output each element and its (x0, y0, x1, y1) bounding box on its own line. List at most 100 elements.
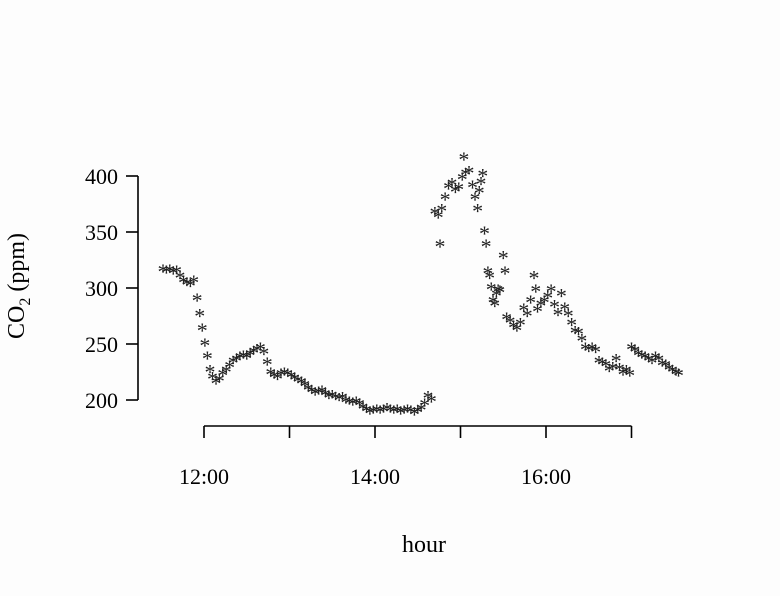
data-point: * (293, 370, 304, 395)
data-point: * (486, 277, 497, 302)
plot-area: ****************************************… (157, 147, 684, 427)
data-point: * (416, 398, 427, 423)
data-point: * (566, 313, 577, 338)
data-point: * (296, 371, 307, 396)
data-point: * (282, 363, 293, 388)
data-point: * (224, 355, 235, 380)
data-point: * (238, 345, 249, 370)
data-point: * (542, 286, 553, 311)
data-point: * (636, 345, 647, 370)
data-point: * (419, 393, 430, 418)
y-tick-label: 350 (85, 220, 118, 245)
data-point: * (539, 290, 550, 315)
data-point: * (429, 202, 440, 227)
data-point: * (199, 333, 210, 358)
data-point: * (258, 342, 269, 367)
data-point: * (241, 346, 252, 371)
data-point: * (412, 400, 423, 425)
data-point: * (477, 164, 488, 189)
data-point: * (552, 303, 563, 328)
data-point: * (181, 272, 192, 297)
data-point: * (583, 338, 594, 363)
data-point: * (275, 363, 286, 388)
data-point: * (607, 356, 618, 381)
y-axis-title: CO2 (ppm) (4, 233, 34, 339)
data-point: * (286, 365, 297, 390)
data-point: * (327, 384, 338, 409)
data-point: * (306, 380, 317, 405)
data-point: * (611, 348, 622, 373)
data-point: * (532, 299, 543, 324)
data-point: * (479, 221, 490, 246)
data-point: * (436, 198, 447, 223)
data-point: * (617, 362, 628, 387)
data-point: * (157, 259, 168, 284)
data-point: * (530, 279, 541, 304)
data-point: * (498, 245, 509, 270)
data-point: * (171, 260, 182, 285)
data-point: * (334, 388, 345, 413)
data-point: * (472, 198, 483, 223)
data-point: * (265, 362, 276, 387)
data-point: * (245, 343, 256, 368)
data-point: * (493, 279, 504, 304)
data-point: * (457, 167, 468, 192)
data-point: * (508, 315, 519, 340)
data-point: * (657, 353, 668, 378)
data-point: * (358, 397, 369, 422)
data-point: * (364, 401, 375, 426)
data-point: * (405, 400, 416, 425)
data-point: * (643, 348, 654, 373)
data-point: * (272, 366, 283, 391)
data-point: * (164, 259, 175, 284)
data-point: * (378, 399, 389, 424)
data-point: * (344, 391, 355, 416)
data-point: * (207, 366, 218, 391)
x-tick-label: 14:00 (350, 464, 400, 489)
data-point: * (402, 399, 413, 424)
data-point: * (587, 337, 598, 362)
data-point: * (667, 360, 678, 385)
data-point: * (487, 290, 498, 315)
data-point: * (484, 266, 495, 291)
data-point: * (470, 187, 481, 212)
y-axis-title-suffix: (ppm) (4, 233, 30, 298)
data-point: * (458, 147, 469, 172)
y-tick-label: 250 (85, 332, 118, 357)
data-point: * (371, 399, 382, 424)
data-point: * (269, 365, 280, 390)
data-point: * (255, 337, 266, 362)
data-point: * (670, 362, 681, 387)
data-point: * (161, 260, 172, 285)
data-point: * (467, 175, 478, 200)
data-point: * (214, 369, 225, 394)
data-point: * (217, 363, 228, 388)
data-point: * (505, 310, 516, 335)
data-point: * (289, 367, 300, 392)
data-point: * (453, 177, 464, 202)
data-point: * (549, 295, 560, 320)
data-point: * (518, 298, 529, 323)
data-point: * (653, 348, 664, 373)
data-point: * (252, 338, 263, 363)
data-point: * (175, 266, 186, 291)
data-point: * (299, 374, 310, 399)
data-point: * (194, 304, 205, 329)
data-point: * (381, 398, 392, 423)
data-point: * (234, 346, 245, 371)
data-point: * (556, 283, 567, 308)
data-point: * (474, 180, 485, 205)
data-point: * (482, 261, 493, 286)
data-point: * (476, 171, 487, 196)
data-point: * (570, 320, 581, 345)
data-point: * (640, 346, 651, 371)
data-point: * (650, 346, 661, 371)
data-point: * (368, 400, 379, 425)
data-point: * (576, 328, 587, 353)
data-point: * (323, 385, 334, 410)
data-point: * (563, 304, 574, 329)
data-point: * (464, 160, 475, 185)
data-point: * (535, 294, 546, 319)
data-point: * (320, 383, 331, 408)
